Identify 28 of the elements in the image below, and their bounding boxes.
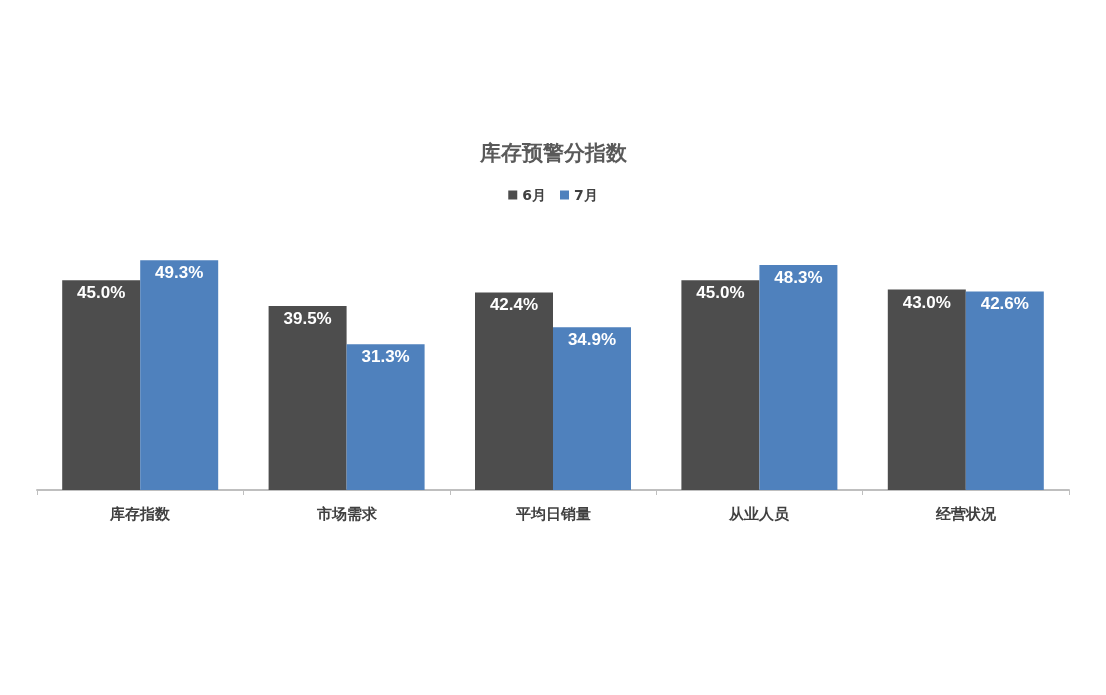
x-tick-label: 从业人员 — [728, 504, 791, 523]
data-label: 43.0% — [902, 292, 951, 312]
bar — [759, 264, 838, 490]
bar — [887, 289, 966, 490]
data-label: 42.6% — [980, 294, 1029, 314]
data-label: 45.0% — [77, 283, 126, 303]
bar — [62, 280, 141, 490]
data-label: 39.5% — [283, 308, 332, 328]
data-label: 31.3% — [361, 347, 410, 367]
legend-label: 7月 — [574, 187, 598, 203]
bar — [965, 291, 1044, 490]
data-label: 45.0% — [696, 283, 745, 303]
x-tick-label: 库存指数 — [109, 504, 172, 523]
legend-label: 6月 — [522, 187, 547, 203]
bar — [140, 260, 219, 490]
bar — [681, 280, 760, 490]
data-label: 34.9% — [567, 330, 617, 350]
x-tick-label: 市场需求 — [315, 504, 378, 523]
bar — [346, 344, 425, 490]
bar — [553, 327, 631, 490]
data-label: 48.3% — [774, 267, 823, 287]
bar — [475, 292, 553, 490]
x-tick-label: 经营状况 — [934, 504, 997, 523]
bar — [268, 305, 347, 490]
data-label: 49.3% — [155, 263, 204, 283]
x-tick-label: 平均日销量 — [514, 504, 591, 523]
data-label: 42.4% — [489, 295, 539, 315]
chart-title: 库存预警分指数 — [478, 140, 628, 165]
